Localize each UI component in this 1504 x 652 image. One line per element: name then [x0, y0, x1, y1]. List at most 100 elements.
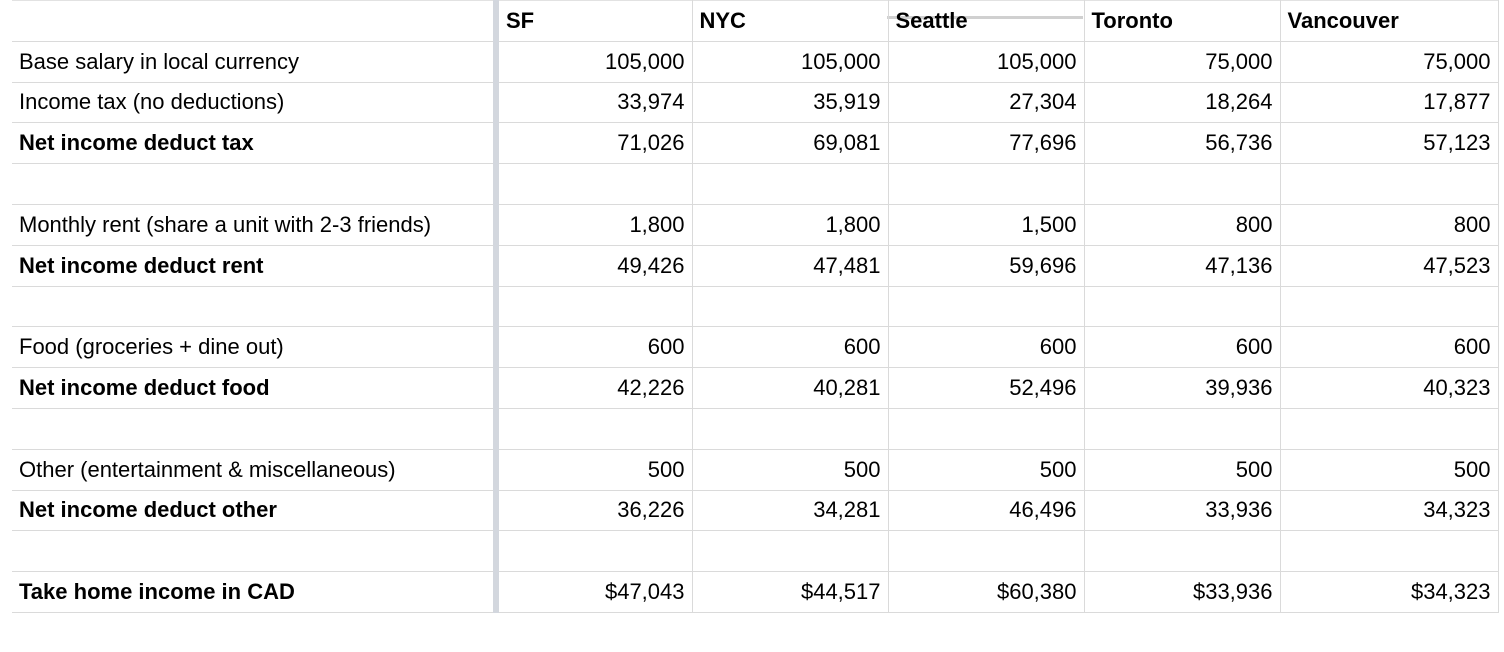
value-cell[interactable]	[692, 286, 889, 328]
row-label-cell[interactable]: Take home income in CAD	[12, 571, 499, 613]
row-label-cell[interactable]	[12, 530, 499, 573]
value-cell[interactable]: 105,000	[888, 41, 1085, 83]
value-cell[interactable]	[1084, 286, 1281, 328]
row-label-cell[interactable]: Income tax (no deductions)	[12, 82, 499, 124]
row-label-cell[interactable]	[12, 286, 499, 328]
value-cell[interactable]: 600	[1280, 326, 1499, 369]
row-label-cell[interactable]: Net income deduct tax	[12, 122, 499, 165]
table-row: Monthly rent (share a unit with 2-3 frie…	[12, 204, 1499, 246]
value-cell[interactable]: 800	[1084, 204, 1281, 246]
row-label-cell[interactable]	[12, 408, 499, 450]
header-cell-nyc[interactable]: NYC	[692, 0, 889, 42]
value-cell[interactable]: 42,226	[496, 367, 693, 409]
value-cell[interactable]: 33,936	[1084, 490, 1281, 532]
value-cell[interactable]: 59,696	[888, 245, 1085, 287]
value-cell[interactable]: 69,081	[692, 122, 889, 165]
value-cell[interactable]: 77,696	[888, 122, 1085, 165]
row-label-cell[interactable]: Net income deduct food	[12, 367, 499, 409]
table-row: Income tax (no deductions) 33,974 35,919 27…	[12, 82, 1499, 124]
value-cell[interactable]: 105,000	[692, 41, 889, 83]
table-row: Net income deduct food 42,226 40,281 52,496…	[12, 367, 1499, 409]
table-row: Take home income in CAD $47,043 $44,517 $60…	[12, 571, 1499, 613]
row-label-cell[interactable]: Food (groceries + dine out)	[12, 326, 499, 369]
value-cell[interactable]: 52,496	[888, 367, 1085, 409]
row-label-cell[interactable]: Monthly rent (share a unit with 2-3 frie…	[12, 204, 499, 246]
value-cell[interactable]	[888, 163, 1085, 205]
value-cell[interactable]: 500	[1280, 449, 1499, 491]
header-cell-vancouver[interactable]: Vancouver	[1280, 0, 1499, 42]
value-cell[interactable]: 40,323	[1280, 367, 1499, 409]
value-cell[interactable]	[1280, 163, 1499, 205]
value-cell[interactable]: 46,496	[888, 490, 1085, 532]
value-cell[interactable]: 39,936	[1084, 367, 1281, 409]
value-cell[interactable]	[1084, 530, 1281, 573]
value-cell[interactable]: $44,517	[692, 571, 889, 613]
value-cell[interactable]	[888, 408, 1085, 450]
value-cell[interactable]	[692, 530, 889, 573]
value-cell[interactable]: 35,919	[692, 82, 889, 124]
value-cell[interactable]: 500	[888, 449, 1085, 491]
row-label-cell[interactable]: Net income deduct rent	[12, 245, 499, 287]
value-cell[interactable]	[496, 530, 693, 573]
value-cell[interactable]: 34,281	[692, 490, 889, 532]
value-cell[interactable]: 500	[692, 449, 889, 491]
value-cell[interactable]: 75,000	[1280, 41, 1499, 83]
value-cell[interactable]: $34,323	[1280, 571, 1499, 613]
value-cell[interactable]: 800	[1280, 204, 1499, 246]
table-row	[12, 408, 1499, 450]
value-cell[interactable]: 47,481	[692, 245, 889, 287]
data-table: SF NYC Seattle Toronto Vancouver Base sa…	[12, 0, 1499, 613]
value-cell[interactable]: $47,043	[496, 571, 693, 613]
value-cell[interactable]: 40,281	[692, 367, 889, 409]
value-cell[interactable]	[1280, 408, 1499, 450]
value-cell[interactable]	[692, 163, 889, 205]
value-cell[interactable]: 47,523	[1280, 245, 1499, 287]
row-label-cell[interactable]: Other (entertainment & miscellaneous)	[12, 449, 499, 491]
row-label-cell[interactable]: Base salary in local currency	[12, 41, 499, 83]
header-cell-corner[interactable]	[12, 0, 499, 42]
value-cell[interactable]: 17,877	[1280, 82, 1499, 124]
value-cell[interactable]: 18,264	[1084, 82, 1281, 124]
value-cell[interactable]: 1,800	[692, 204, 889, 246]
value-cell[interactable]: 500	[496, 449, 693, 491]
header-cell-toronto[interactable]: Toronto	[1084, 0, 1281, 42]
value-cell[interactable]	[496, 408, 693, 450]
value-cell[interactable]: 600	[888, 326, 1085, 369]
value-cell[interactable]	[1084, 408, 1281, 450]
row-label-cell[interactable]: Net income deduct other	[12, 490, 499, 532]
value-cell[interactable]	[496, 163, 693, 205]
value-cell[interactable]: 57,123	[1280, 122, 1499, 165]
value-cell[interactable]: 600	[496, 326, 693, 369]
value-cell[interactable]: 36,226	[496, 490, 693, 532]
value-cell[interactable]: 49,426	[496, 245, 693, 287]
header-cell-seattle[interactable]: Seattle	[888, 0, 1085, 42]
value-cell[interactable]: $33,936	[1084, 571, 1281, 613]
value-cell[interactable]: 600	[692, 326, 889, 369]
value-cell[interactable]: 47,136	[1084, 245, 1281, 287]
value-cell[interactable]: 105,000	[496, 41, 693, 83]
value-cell[interactable]: 71,026	[496, 122, 693, 165]
header-cell-sf[interactable]: SF	[496, 0, 693, 42]
value-cell[interactable]: 600	[1084, 326, 1281, 369]
value-cell[interactable]	[888, 286, 1085, 328]
value-cell[interactable]: 34,323	[1280, 490, 1499, 532]
spreadsheet-grid: SF NYC Seattle Toronto Vancouver Base sa…	[12, 0, 1499, 613]
value-cell[interactable]: 1,500	[888, 204, 1085, 246]
value-cell[interactable]	[692, 408, 889, 450]
value-cell[interactable]	[496, 286, 693, 328]
value-cell[interactable]	[1280, 286, 1499, 328]
value-cell[interactable]: 33,974	[496, 82, 693, 124]
value-cell[interactable]: 56,736	[1084, 122, 1281, 165]
value-cell[interactable]: 75,000	[1084, 41, 1281, 83]
value-cell[interactable]: 27,304	[888, 82, 1085, 124]
table-row: Base salary in local currency 105,000 105,…	[12, 41, 1499, 83]
table-row	[12, 163, 1499, 205]
value-cell[interactable]: $60,380	[888, 571, 1085, 613]
value-cell[interactable]: 1,800	[496, 204, 693, 246]
row-label-cell[interactable]	[12, 163, 499, 205]
value-cell[interactable]: 500	[1084, 449, 1281, 491]
value-cell[interactable]	[1084, 163, 1281, 205]
value-cell[interactable]	[1280, 530, 1499, 573]
table-row	[12, 286, 1499, 328]
value-cell[interactable]	[888, 530, 1085, 573]
